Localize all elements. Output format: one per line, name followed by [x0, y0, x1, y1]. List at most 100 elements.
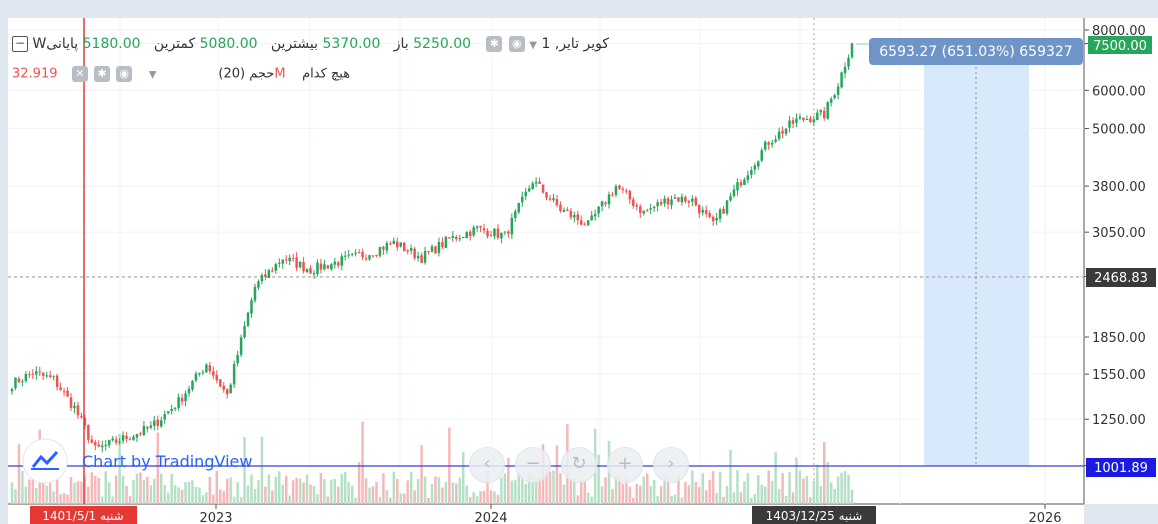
measure-label-box — [869, 38, 1083, 65]
candle-body — [461, 237, 465, 239]
volume-bar — [364, 478, 368, 504]
volume-bar — [354, 497, 357, 504]
volume-bar — [166, 492, 170, 504]
candle-body — [729, 196, 732, 201]
price-tick-label: 6000.00 — [1092, 84, 1146, 99]
volume-bar — [628, 486, 632, 504]
volume-gear-icon[interactable]: ✱ — [94, 66, 111, 82]
volume-bar — [461, 452, 465, 504]
volume-bar — [222, 491, 225, 504]
volume-bar — [212, 494, 215, 504]
volume-bar — [288, 495, 291, 504]
candle-body — [618, 185, 621, 189]
volume-bar — [649, 486, 652, 504]
volume-bar — [493, 491, 496, 504]
time-axis[interactable] — [8, 504, 1084, 524]
volume-bar — [264, 486, 267, 504]
volume-bar — [684, 481, 687, 504]
candle-body — [545, 192, 548, 198]
volume-bar — [139, 472, 142, 504]
candle-body — [118, 441, 121, 443]
candle-body — [458, 238, 462, 240]
candle-body — [337, 262, 340, 266]
volume-bar — [135, 473, 139, 504]
volume-chevron-down-icon[interactable]: ▼ — [148, 69, 157, 81]
volume-close-icon[interactable]: ✕ — [71, 66, 88, 82]
volume-label[interactable]: حجم (20) — [218, 66, 275, 82]
volume-bar — [35, 487, 38, 504]
volume-bar — [736, 470, 739, 504]
candle-body — [229, 384, 232, 394]
volume-bar — [763, 486, 767, 504]
ohlc-legend: − Wکویر تایر, 1 ▼ ◉ ✱ 5250.00 باز 5370.0… — [12, 36, 609, 52]
volume-bar — [156, 432, 160, 504]
volume-bar — [375, 481, 378, 504]
candle-body — [73, 405, 76, 409]
candle-body — [576, 214, 580, 221]
candle-body — [104, 444, 107, 447]
volume-bar — [625, 476, 628, 504]
volume-bar — [538, 477, 541, 504]
candle-body — [784, 128, 788, 134]
candle-body — [767, 142, 770, 145]
candle-body — [507, 231, 510, 234]
candle-body — [45, 375, 48, 377]
volume-bar — [361, 421, 364, 504]
candle-body — [531, 183, 534, 189]
candle-body — [670, 199, 673, 205]
candle-body — [305, 269, 309, 273]
volume-bar — [600, 486, 604, 504]
volume-bar — [656, 496, 659, 504]
candle-body — [795, 118, 798, 123]
volume-bar — [392, 471, 396, 504]
candle-body — [225, 389, 229, 395]
candle-body — [666, 198, 670, 205]
volume-bar — [850, 489, 854, 504]
candle-body — [343, 255, 347, 257]
symbol-name[interactable]: Wکویر تایر, 1 — [32, 36, 610, 52]
volume-bar — [545, 468, 548, 504]
candle-body — [552, 198, 555, 201]
candle-body — [434, 246, 437, 254]
candle-body — [354, 252, 357, 254]
price-axis[interactable] — [1084, 18, 1158, 504]
candle-body — [409, 248, 413, 251]
volume-bar — [701, 473, 704, 504]
volume-bar — [812, 480, 816, 504]
volume-bar — [583, 479, 586, 504]
candlesticks — [10, 42, 854, 453]
gear-icon[interactable]: ✱ — [486, 36, 503, 52]
open-value: 5250.00 — [413, 36, 472, 52]
candle-body — [83, 418, 87, 426]
volume-eye-icon[interactable]: ◉ — [116, 66, 133, 82]
candle-body — [291, 257, 295, 259]
eye-icon[interactable]: ◉ — [508, 36, 525, 52]
volume-bar — [739, 492, 743, 504]
volume-bar — [236, 482, 239, 504]
chevron-down-icon[interactable]: ▼ — [529, 40, 537, 51]
volume-bar — [795, 457, 798, 504]
scroll-right-button[interactable]: › — [653, 447, 689, 483]
reset-button[interactable]: ↻ — [561, 447, 597, 483]
zoom-out-button[interactable]: − — [515, 447, 551, 483]
watermark-text: Chart by TradingView — [82, 452, 252, 471]
zoom-in-button[interactable]: + — [607, 447, 643, 483]
measure-label-text: 6593.27 (651.03%) 659327 — [879, 44, 1072, 60]
volume-bar — [142, 480, 146, 504]
volume-bar — [378, 496, 382, 504]
volume-bar — [475, 495, 479, 504]
candle-body — [274, 264, 278, 271]
candle-body — [829, 98, 833, 103]
volume-bar — [260, 436, 264, 504]
volume-bar — [472, 492, 475, 504]
volume-bar — [822, 442, 826, 504]
volume-bar — [66, 494, 69, 504]
candle-body — [677, 197, 680, 202]
volume-value: 32.919M — [12, 66, 286, 82]
collapse-icon[interactable]: − — [12, 36, 28, 52]
scroll-left-button[interactable]: ‹ — [469, 447, 505, 483]
candle-body — [160, 420, 163, 427]
volume-bar — [45, 485, 48, 504]
